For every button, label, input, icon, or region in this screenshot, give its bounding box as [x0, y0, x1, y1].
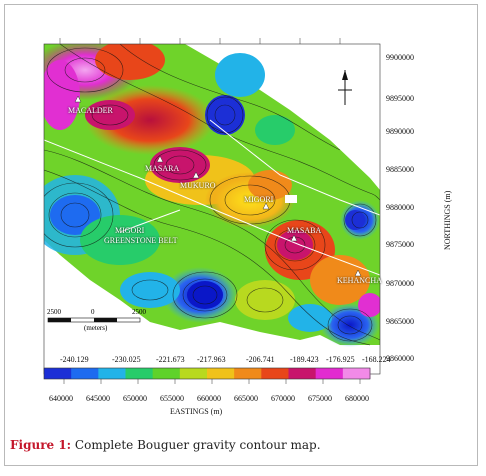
- y-tick-label: 9865000: [386, 317, 414, 326]
- y-tick-label: 9900000: [386, 53, 414, 62]
- colorbar-swatch: [288, 368, 317, 379]
- x-tick-label: 660000: [197, 394, 221, 403]
- y-tick-label: 9875000: [386, 240, 414, 249]
- colorbar-tick: -189.423: [290, 355, 319, 364]
- colorbar-tick: -217.963: [197, 355, 226, 364]
- colorbar-swatch: [179, 368, 208, 379]
- colorbar-swatch: [234, 368, 262, 379]
- scale-unit-label: (meters): [84, 324, 108, 332]
- scale-right-label: 2500: [132, 308, 146, 316]
- colorbar-swatch: [98, 368, 126, 379]
- colorbar-swatch: [315, 368, 344, 379]
- colorbar-swatch: [152, 368, 181, 379]
- y-tick-label: 9860000: [386, 354, 414, 363]
- place-label-macalder: MACALDER: [68, 106, 113, 115]
- scale-mid-label: 0: [91, 308, 95, 316]
- x-tick-label: 640000: [49, 394, 73, 403]
- belt-label-greenstone: GREENSTONE BELT: [104, 236, 178, 245]
- colorbar-swatch: [261, 368, 289, 379]
- scale-left-label: 2500: [47, 308, 61, 316]
- colorbar-tick: -206.741: [246, 355, 275, 364]
- place-label-mukuro: MUKURO: [180, 181, 216, 190]
- colorbar-tick: -240.129: [60, 355, 89, 364]
- x-tick-label: 645000: [86, 394, 110, 403]
- scale-bar: [47, 317, 141, 323]
- belt-label-migori: MIGORI: [115, 226, 145, 235]
- figure-caption-text: Complete Bouguer gravity contour map.: [71, 438, 321, 452]
- colorbar-tick: -221.673: [156, 355, 185, 364]
- x-tick-label: 675000: [308, 394, 332, 403]
- colorbar-swatch: [342, 368, 371, 379]
- colorbar-swatch: [44, 368, 72, 379]
- place-label-masaba: MASABA: [287, 226, 322, 235]
- x-tick-label: 655000: [160, 394, 184, 403]
- colorbar-tick: -176.925: [326, 355, 355, 364]
- colorbar: [44, 368, 371, 379]
- x-axis-label: EASTINGS (m): [170, 407, 223, 416]
- y-axis-label: NORTHINGS (m): [443, 190, 452, 250]
- place-label-migori-town: MIGORI: [244, 195, 274, 204]
- figure-frame: [4, 4, 478, 466]
- colorbar-swatch: [207, 368, 235, 379]
- colorbar-swatch: [125, 368, 154, 379]
- y-tick-label: 9895000: [386, 94, 414, 103]
- x-tick-label: 650000: [123, 394, 147, 403]
- colorbar-tick: -168.224: [362, 355, 391, 364]
- x-tick-label: 670000: [271, 394, 295, 403]
- x-tick-label: 680000: [345, 394, 369, 403]
- north-arrow-icon: [338, 70, 352, 105]
- y-tick-label: 9870000: [386, 279, 414, 288]
- colorbar-tick: -230.025: [112, 355, 141, 364]
- figure-caption: Figure 1: Complete Bouguer gravity conto…: [10, 438, 321, 452]
- y-tick-label: 9890000: [386, 127, 414, 136]
- y-tick-label: 9885000: [386, 165, 414, 174]
- place-label-masara: MASARA: [145, 164, 180, 173]
- place-label-kehancha: KEHANCHA: [337, 276, 382, 285]
- figure-caption-label: Figure 1:: [10, 438, 72, 452]
- x-tick-label: 665000: [234, 394, 258, 403]
- y-tick-label: 9880000: [386, 203, 414, 212]
- colorbar-swatch: [71, 368, 99, 379]
